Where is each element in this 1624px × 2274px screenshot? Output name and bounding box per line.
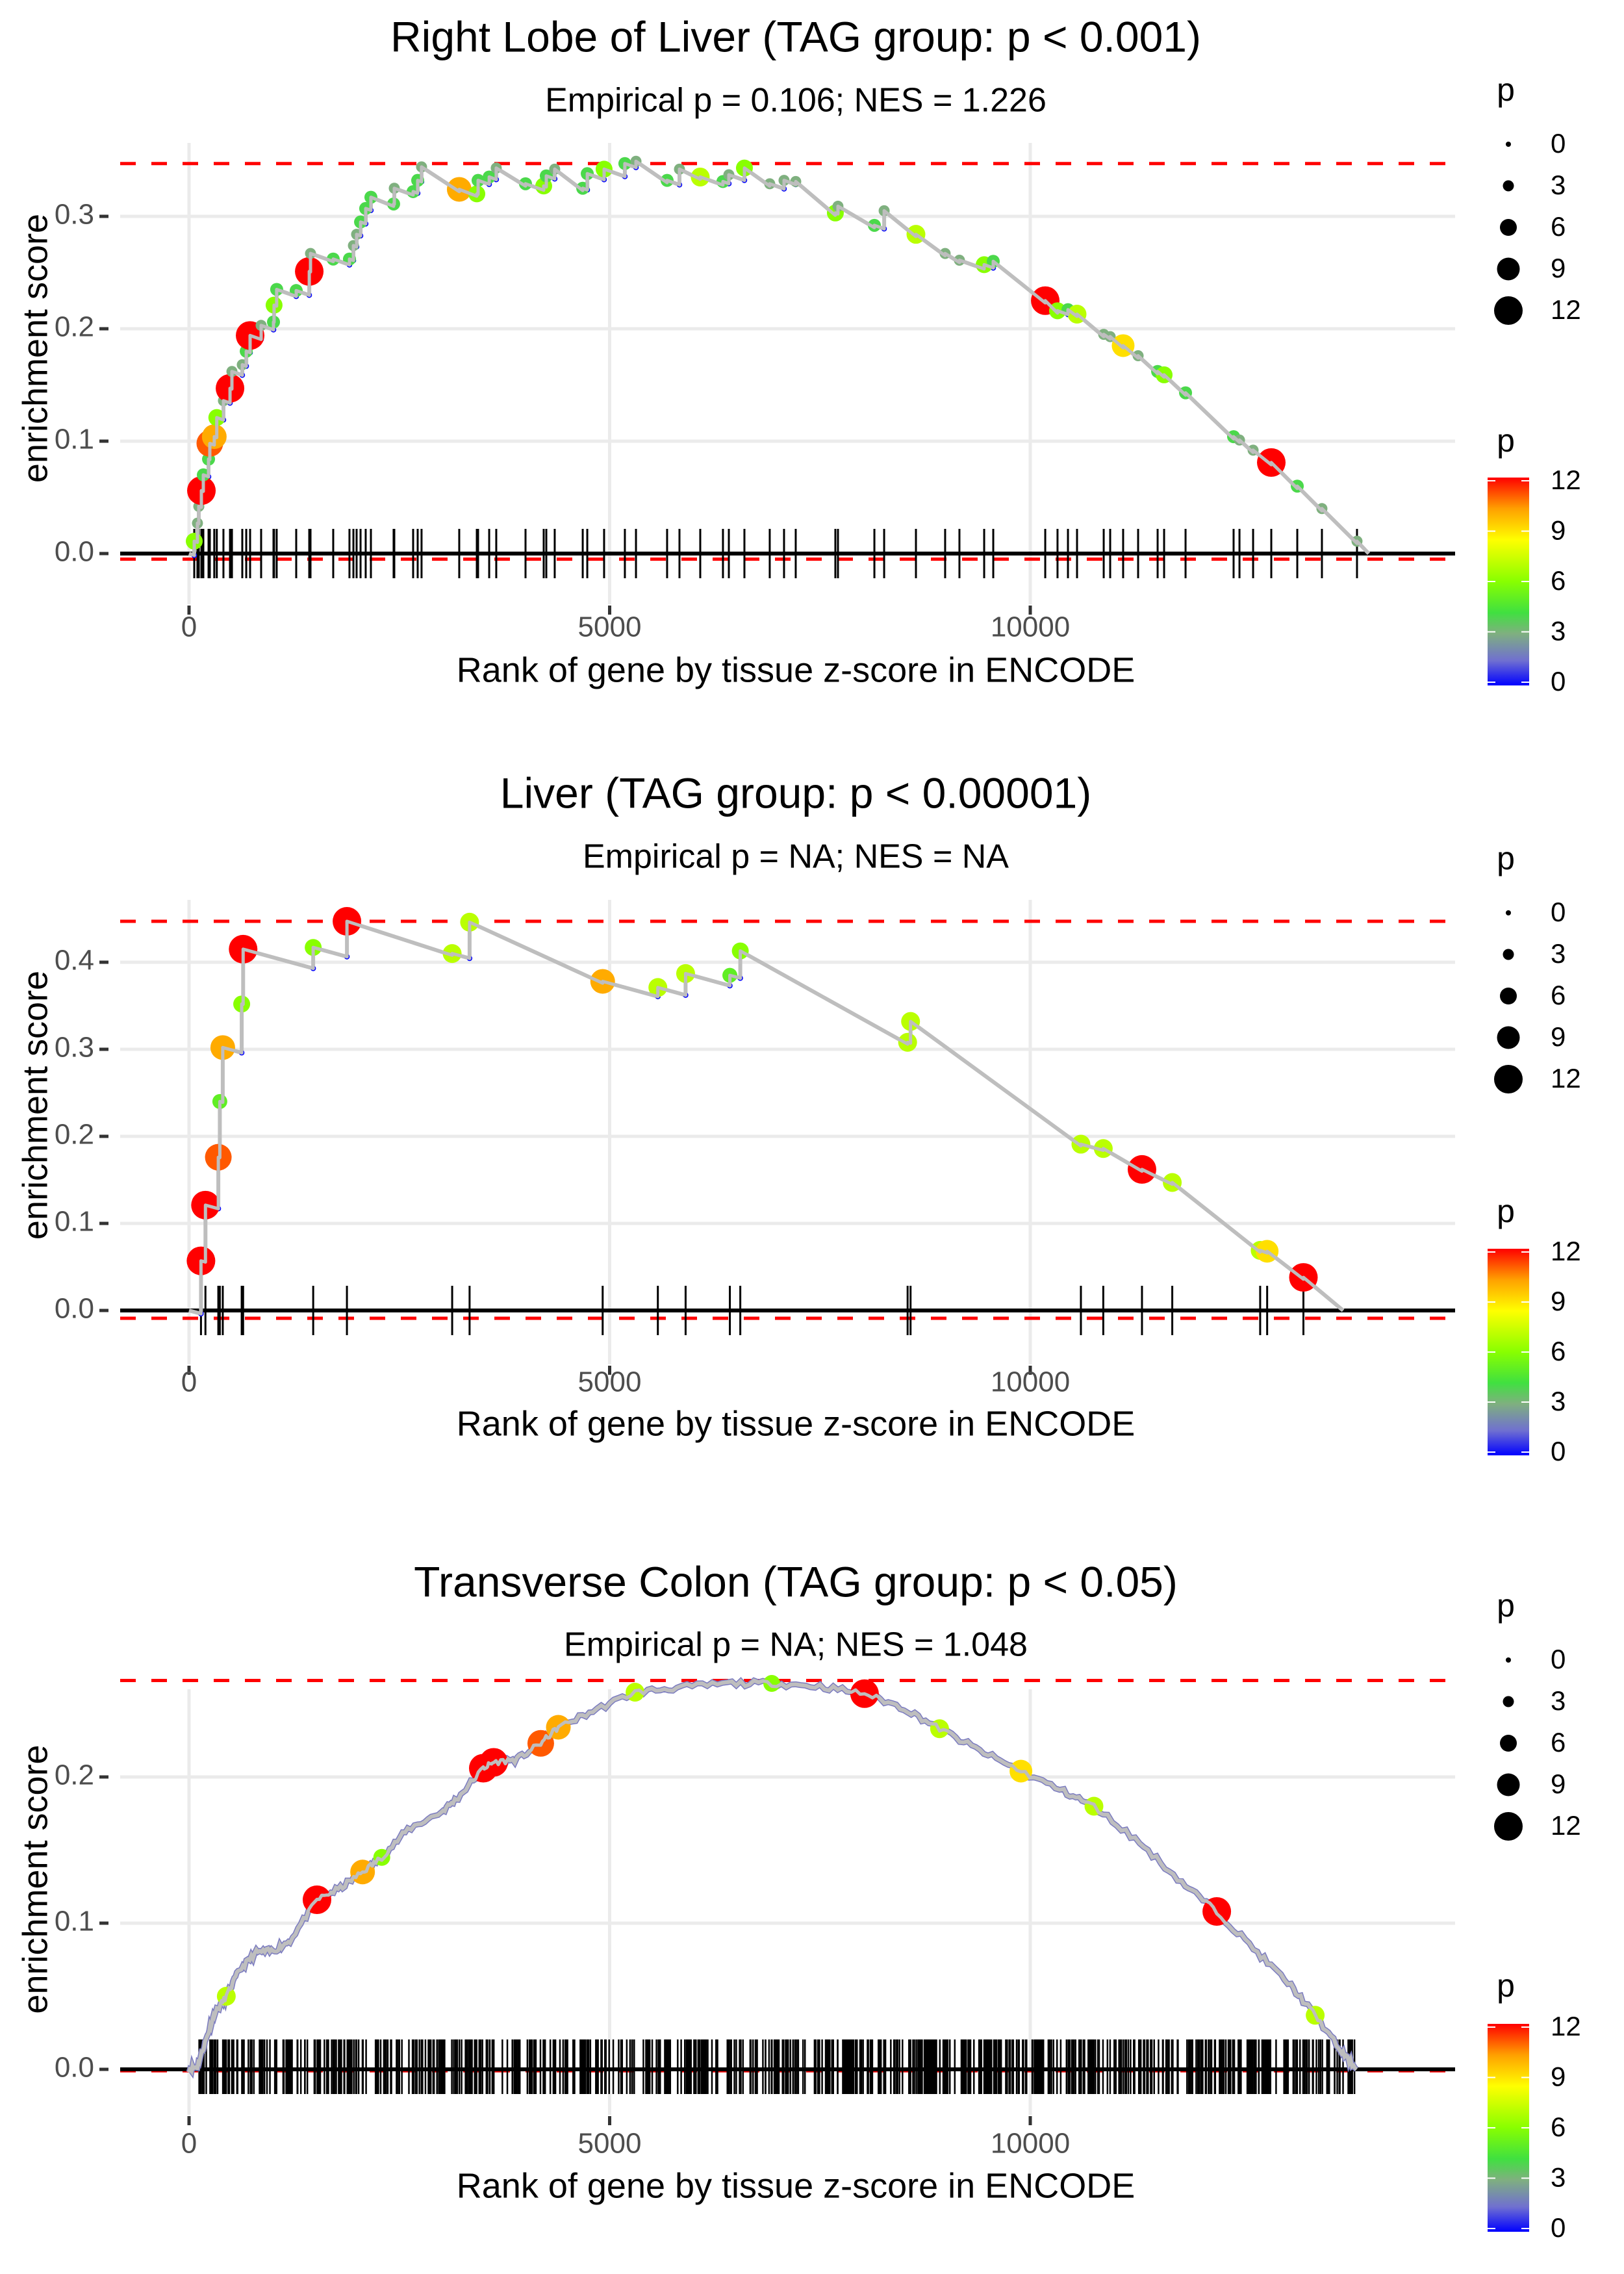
- size-legend-key: [1503, 949, 1514, 960]
- size-legend-key: [1494, 1812, 1523, 1841]
- chart-subtitle: Empirical p = NA; NES = NA: [583, 838, 1009, 876]
- chart-subtitle: Empirical p = NA; NES = 1.048: [564, 1626, 1028, 1664]
- size-legend-label: 6: [1551, 211, 1566, 242]
- color-legend-label: 9: [1551, 1286, 1566, 1316]
- size-legend-label: 12: [1551, 294, 1581, 325]
- size-legend-title: p: [1497, 71, 1515, 108]
- y-tick-label: 0.0: [55, 1293, 94, 1325]
- color-legend-label: 3: [1551, 1386, 1566, 1416]
- chart-title: Right Lobe of Liver (TAG group: p < 0.00…: [390, 12, 1201, 60]
- size-legend-key: [1497, 1773, 1520, 1796]
- y-tick-label: 0.4: [55, 945, 94, 977]
- chart-panel-3: Transverse Colon (TAG group: p < 0.05) Em…: [16, 1557, 1580, 2243]
- chart-subtitle: Empirical p = 0.106; NES = 1.226: [545, 82, 1047, 120]
- size-legend-key: [1503, 180, 1514, 192]
- chart-panel-1: Right Lobe of Liver (TAG group: p < 0.00…: [16, 12, 1580, 696]
- color-legend-title: p: [1497, 422, 1515, 459]
- size-legend-label: 12: [1551, 1810, 1581, 1841]
- x-tick-label: 5000: [578, 611, 642, 643]
- y-tick-label: 0.0: [55, 536, 94, 568]
- es-curve: [188, 919, 1345, 1316]
- x-tick-label: 5000: [578, 2128, 642, 2160]
- color-legend-label: 6: [1551, 565, 1566, 596]
- rug: [199, 1286, 1304, 1335]
- color-legend-label: 3: [1551, 616, 1566, 646]
- size-legend-title: p: [1497, 1587, 1515, 1624]
- color-legend-label: 3: [1551, 2162, 1566, 2193]
- size-legend-label: 9: [1551, 253, 1566, 283]
- es-curve-overlay: [187, 1679, 1358, 2073]
- size-legend-key: [1497, 257, 1520, 281]
- rug: [193, 529, 1358, 578]
- y-axis-title: enrichment score: [16, 214, 55, 483]
- size-legend-key: [1494, 296, 1523, 325]
- hit-point: [763, 1675, 781, 1692]
- x-tick-label: 0: [181, 2128, 197, 2160]
- x-tick-label: 0: [181, 611, 197, 643]
- hit-points: [216, 1675, 1325, 2025]
- y-tick-label: 0.2: [55, 1119, 94, 1151]
- size-legend-label: 3: [1551, 170, 1566, 200]
- x-tick-label: 0: [181, 1366, 197, 1398]
- color-legend-label: 0: [1551, 666, 1566, 696]
- es-curve-overlay: [188, 919, 1345, 1316]
- x-tick-label: 10000: [991, 1366, 1070, 1398]
- chart-title: Liver (TAG group: p < 0.00001): [500, 769, 1091, 817]
- color-legend-label: 6: [1551, 2112, 1566, 2142]
- color-legend-label: 6: [1551, 1336, 1566, 1366]
- size-legend-label: 9: [1551, 1021, 1566, 1052]
- color-legend-label: 0: [1551, 2212, 1566, 2243]
- size-legend-label: 6: [1551, 980, 1566, 1010]
- chart-title: Transverse Colon (TAG group: p < 0.05): [414, 1557, 1178, 1605]
- y-axis-title: enrichment score: [16, 971, 55, 1240]
- y-axis-title: enrichment score: [16, 1744, 55, 2013]
- size-legend-label: 3: [1551, 938, 1566, 969]
- color-legend-label: 9: [1551, 2062, 1566, 2092]
- y-tick-label: 0.0: [55, 2052, 94, 2084]
- color-legend-title: p: [1497, 1967, 1515, 2004]
- color-legend-label: 12: [1551, 1236, 1581, 1266]
- size-legend-key: [1506, 910, 1511, 915]
- y-tick-label: 0.1: [55, 424, 94, 455]
- color-legend-label: 12: [1551, 2011, 1581, 2041]
- size-legend-label: 12: [1551, 1063, 1581, 1093]
- size-legend-key: [1500, 219, 1517, 236]
- size-legend-title: p: [1497, 840, 1515, 876]
- size-legend-key: [1500, 988, 1517, 1004]
- size-legend-key: [1500, 1735, 1517, 1752]
- size-legend-label: 9: [1551, 1769, 1566, 1799]
- color-legend-title: p: [1497, 1193, 1515, 1229]
- x-tick-label: 10000: [991, 2128, 1070, 2160]
- x-axis-title: Rank of gene by tissue z-score in ENCODE: [457, 1404, 1135, 1443]
- size-legend-key: [1506, 142, 1511, 147]
- size-legend-label: 6: [1551, 1727, 1566, 1757]
- hit-points: [186, 907, 1318, 1292]
- size-legend-key: [1497, 1026, 1520, 1049]
- y-tick-label: 0.2: [55, 1759, 94, 1791]
- y-tick-label: 0.1: [55, 1206, 94, 1238]
- size-legend-label: 3: [1551, 1685, 1566, 1716]
- x-tick-label: 10000: [991, 611, 1070, 643]
- size-legend-label: 0: [1551, 897, 1566, 927]
- x-tick-label: 5000: [578, 1366, 642, 1398]
- color-legend-label: 9: [1551, 515, 1566, 546]
- y-tick-label: 0.1: [55, 1906, 94, 1937]
- y-tick-label: 0.3: [55, 1032, 94, 1064]
- x-axis-title: Rank of gene by tissue z-score in ENCODE: [457, 2166, 1135, 2205]
- size-legend-key: [1503, 1696, 1514, 1707]
- size-legend-key: [1506, 1657, 1511, 1663]
- rug: [198, 2039, 1356, 2094]
- size-legend-key: [1494, 1065, 1523, 1093]
- es-curve-overlay: [188, 159, 1370, 557]
- color-legend-label: 0: [1551, 1436, 1566, 1466]
- y-tick-label: 0.3: [55, 199, 94, 231]
- color-legend-label: 12: [1551, 465, 1581, 495]
- size-legend-label: 0: [1551, 1644, 1566, 1674]
- x-axis-title: Rank of gene by tissue z-score in ENCODE: [457, 650, 1135, 689]
- chart-panel-2: Liver (TAG group: p < 0.00001) Empirical …: [16, 769, 1580, 1466]
- y-tick-label: 0.2: [55, 311, 94, 343]
- size-legend-label: 0: [1551, 128, 1566, 159]
